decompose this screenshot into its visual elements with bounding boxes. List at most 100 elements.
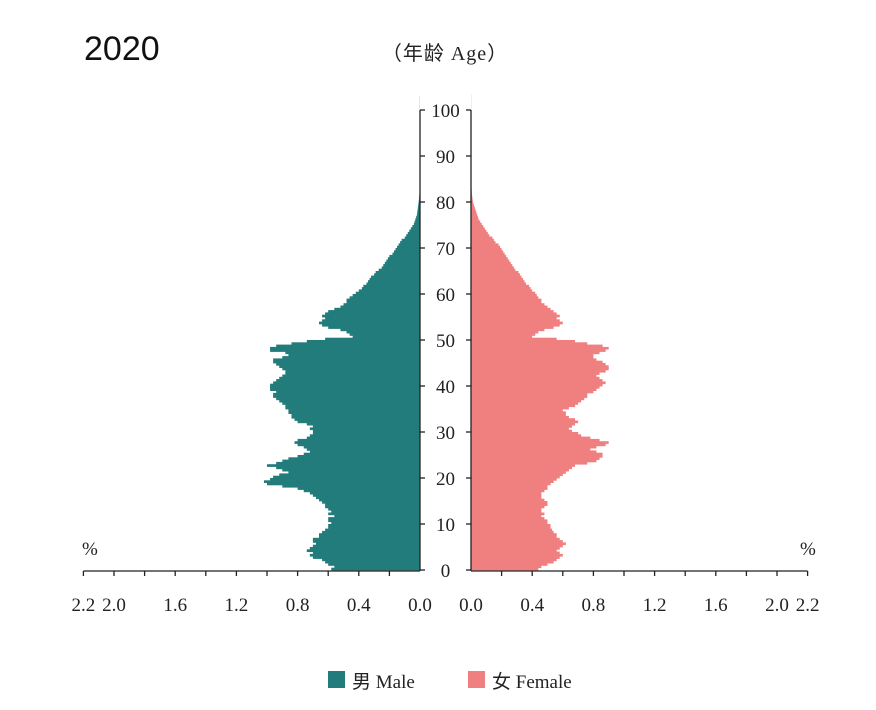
male-bar [282,484,420,488]
female-bar [471,234,490,237]
male-bar [309,553,420,557]
female-bar [471,342,588,345]
age-axis-title: （年龄 Age） [382,42,508,65]
female-bar [471,399,582,403]
female-bar [471,478,557,481]
female-bar [471,386,600,389]
male-bar [279,473,420,477]
male-bar [322,314,420,318]
male-bar [415,218,420,221]
male-bar [414,220,420,224]
female-bar [471,484,548,488]
female-bar [471,252,505,256]
female-bar [471,307,551,311]
female-bar [471,284,530,288]
male-bar [417,208,420,212]
male-bar [378,268,420,272]
male-bar [322,501,420,504]
male-bar [346,330,420,334]
male-bar [322,323,420,327]
x-tick-label-left: 1.2 [225,595,249,616]
female-bar [471,395,588,398]
female-bar [471,268,516,272]
female-bar [471,565,542,569]
male-bar [282,402,420,405]
female-bar [471,415,569,419]
male-bar [358,289,420,293]
male-bar [276,466,420,470]
female-bar [471,471,566,474]
male-bar [312,494,420,497]
male-bar [297,438,420,442]
female-bar [471,303,545,306]
female-bar [471,296,539,299]
female-bar [471,349,606,352]
female-bar [471,436,591,440]
female-bar [471,376,600,380]
male-bar [309,434,420,437]
male-bar [282,367,420,371]
male-bar [270,383,420,387]
female-bar [471,473,563,477]
male-bar [346,298,420,302]
female-bar [471,323,560,327]
male-bar [352,294,420,297]
male-bar [367,280,420,283]
male-bar [328,524,420,527]
male-bar [328,563,420,566]
male-bar [366,282,420,286]
male-bar [369,277,420,281]
female-bar [471,310,554,313]
female-bar [471,526,551,529]
x-tick-label-left: 2.0 [102,595,126,616]
male-bar [285,351,420,355]
female-bar [471,351,600,355]
male-bar [393,250,420,253]
male-bar [291,413,420,417]
female-bar [471,346,609,350]
female-bar [471,229,487,233]
female-bar [471,218,479,221]
x-tick-label-right: 2.0 [765,595,789,616]
female-bar [471,404,576,408]
female-bar [471,282,527,286]
male-bar [346,300,420,304]
female-bar [471,464,576,467]
female-bar [471,457,600,460]
male-bar [312,537,420,541]
female-bar [471,363,606,366]
male-bar [398,243,420,247]
female-bar [471,208,476,212]
male-bar [306,340,420,343]
female-bar [471,549,557,552]
female-bar [471,468,569,472]
age-tick-label: 90 [436,147,455,168]
female-bar [471,287,531,290]
male-bar [312,540,420,543]
female-bar [471,337,557,341]
female-bar [471,319,560,322]
female-bar [471,420,579,424]
female-bar [471,441,609,444]
female-bar [471,344,603,348]
male-bar [279,399,420,403]
male-bar [386,259,420,263]
male-bar [297,455,420,458]
male-bar [340,305,420,309]
male-bar [312,429,420,433]
female-bar [471,427,569,431]
x-tick-labels: 2.2 2.0 1.6 1.2 0.8 0.4 0.0 0.0 0.4 0.8 1.2 1.6 2.0 2… [72,595,820,616]
age-tick-label: 70 [436,239,455,260]
male-bar [263,480,420,483]
female-bar [471,544,563,548]
female-bar [471,503,548,506]
female-bar [471,452,603,456]
female-bar [471,250,504,253]
female-bar [471,475,560,479]
male-bar [319,321,420,325]
male-bar [315,542,420,546]
female-bar [471,567,539,571]
percent-unit-left: % [82,539,98,560]
female-bar [471,328,545,332]
male-bar [325,528,420,532]
